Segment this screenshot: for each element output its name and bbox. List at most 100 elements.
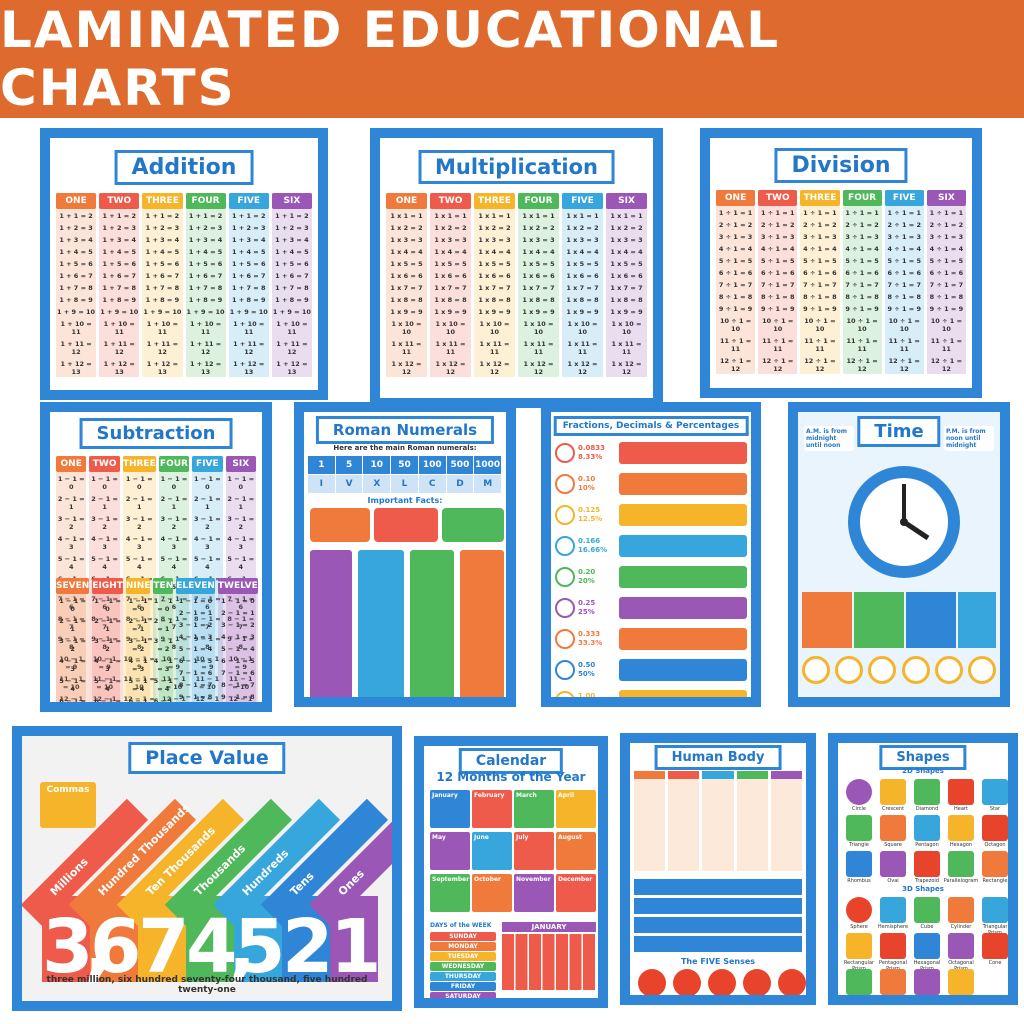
column-header: THREE	[122, 456, 156, 472]
table-cell: 5 ÷ 1 = 5	[718, 256, 753, 265]
table-cell: 1 x 2 = 2	[522, 223, 555, 232]
table-cell: 1 − 1 = 0	[57, 474, 85, 491]
table-cell: 7 − 1 = 6	[160, 594, 188, 611]
table-cell: 9 ÷ 1 = 9	[929, 304, 964, 313]
table-cell: 1 + 1 = 2	[231, 211, 266, 220]
table-cell: 1 x 9 = 9	[610, 307, 643, 316]
table-cell: 1 + 9 = 10	[272, 307, 311, 316]
table-column: FOUR 1 + 1 = 2 1 + 2 = 3 1 + 3 = 4 1 + 4 = 5…	[185, 193, 226, 377]
table-cell: 1 x 7 = 7	[478, 283, 511, 292]
table-cell: 5 ÷ 1 = 5	[803, 256, 837, 265]
sense-icon	[778, 969, 806, 995]
table-cell: 4 − 1 = 3	[160, 534, 188, 551]
table-cell: 1 − 1 = 0	[94, 596, 121, 613]
fraction-bar	[619, 659, 747, 681]
table-cell: 1 + 12 = 13	[276, 359, 308, 376]
table-cell: 1 x 12 = 12	[611, 359, 642, 376]
table-cell: 10 ÷ 1 = 10	[888, 316, 920, 333]
table-cell: 1 + 1 = 2	[102, 211, 136, 220]
poster-title: Subtraction	[79, 418, 233, 449]
poster-title: Time	[857, 416, 941, 447]
fraction-bar	[619, 535, 747, 557]
shape-label: Hexagon	[949, 842, 973, 848]
column-header: THREE	[474, 193, 515, 209]
shape-2d	[880, 815, 906, 841]
poster-title: Place Value	[128, 742, 286, 774]
fraction-pie	[555, 629, 575, 649]
column-header: TWO	[758, 190, 798, 206]
mini-clocks	[802, 656, 996, 696]
column-header: SEVEN	[56, 578, 90, 594]
table-cell: 1 + 3 = 4	[275, 235, 309, 244]
table-cell: 12 − 1 = 11	[195, 694, 220, 703]
table-cell: 1 + 8 = 9	[102, 295, 136, 304]
table-cell: 6 ÷ 1 = 6	[929, 268, 964, 277]
table-cell: 1 x 8 = 8	[610, 295, 643, 304]
table-cell: 1 x 10 = 10	[479, 319, 510, 336]
fraction-bar	[619, 628, 747, 650]
table-cell: 10 − 1 = 9	[92, 654, 117, 671]
shape-3d	[880, 897, 906, 923]
shape-2d	[982, 815, 1008, 841]
table-cell: 1 + 8 = 9	[145, 295, 180, 304]
table-cell: 1 x 11 = 11	[567, 339, 598, 356]
shape-2d	[880, 779, 906, 805]
table-cell: 1 x 12 = 12	[479, 359, 510, 376]
column-header: TEN	[153, 578, 174, 594]
table-cell: 3 − 1 = 2	[221, 620, 255, 629]
mini-clock	[967, 656, 996, 684]
table-cell: 5 − 1 = 4	[160, 554, 188, 571]
table-cell: 1 + 10 = 11	[276, 319, 308, 336]
table-cell: 1 x 4 = 4	[522, 247, 555, 256]
table-cell: 7 − 1 = 6	[125, 594, 153, 611]
table-cell: 9 − 1 = 8	[227, 634, 255, 651]
table-cell: 1 + 12 = 13	[60, 359, 92, 376]
table-cell: 1 x 2 = 2	[610, 223, 643, 232]
roman-symbol: V	[336, 475, 364, 493]
table-cell: 2 ÷ 1 = 2	[887, 220, 921, 229]
sense-icon	[708, 969, 736, 995]
month-tile: December	[556, 874, 596, 912]
column-header: SIX	[926, 190, 966, 206]
table-cell: 8 − 1 = 7	[57, 614, 85, 631]
table-cell: 1 x 4 = 4	[434, 247, 467, 256]
table-cell: 1 x 1 = 1	[522, 211, 555, 220]
place-value-digit: 4	[186, 904, 238, 990]
table-cell: 1 + 11 = 12	[146, 339, 179, 356]
shape-label: Circle	[851, 806, 867, 812]
table-cell: 1 + 12 = 13	[103, 359, 135, 376]
column-header: FOUR	[158, 456, 190, 472]
table-cell: 4 ÷ 1 = 4	[803, 244, 837, 253]
place-value-digit: 7	[138, 904, 190, 990]
poster-title: Division	[774, 148, 908, 183]
month-tile: November	[514, 874, 554, 912]
table-cell: 3 ÷ 1 = 3	[718, 232, 753, 241]
poster-title: Roman Numerals	[315, 416, 495, 444]
table-cell: 3 ÷ 1 = 3	[887, 232, 921, 241]
table-cell: 1 + 8 = 9	[231, 295, 266, 304]
table-cell: 12 ÷ 1 = 12	[762, 356, 794, 373]
multiplication-table: ONE 1 x 1 = 1 1 x 2 = 2 1 x 3 = 3 1 x 4 = 4 1…	[386, 193, 647, 377]
shape-2d	[846, 815, 872, 841]
table-cell: 8 − 1 = 7	[160, 614, 188, 631]
roman-values-row: 1 5 10 50 100 500 1000	[308, 456, 503, 474]
table-cell: 8 − 1 = 7	[178, 680, 213, 689]
month-tile: February	[472, 790, 512, 828]
table-cell: 12 ÷ 1 = 12	[846, 356, 878, 373]
shape-3d	[948, 897, 974, 923]
fraction-pie	[555, 536, 575, 556]
table-cell: 7 ÷ 1 = 7	[718, 280, 753, 289]
column-header: ONE	[716, 190, 756, 206]
table-cell: 6 ÷ 1 = 6	[845, 268, 879, 277]
table-cell: 2 − 1 = 1	[91, 494, 118, 511]
shape-label: Hemisphere	[877, 924, 909, 930]
table-cell: 8 ÷ 1 = 8	[718, 292, 753, 301]
shape-3d	[880, 969, 906, 995]
table-cell: 7 − 1 = 6	[178, 668, 213, 677]
time-panel-1	[802, 592, 852, 648]
table-cell: 1 x 7 = 7	[434, 283, 467, 292]
day-item: WEDNESDAY	[430, 962, 496, 971]
place-value-caption: three million, six hundred seventy-four …	[46, 975, 368, 995]
table-cell: 1 + 8 = 9	[188, 295, 223, 304]
